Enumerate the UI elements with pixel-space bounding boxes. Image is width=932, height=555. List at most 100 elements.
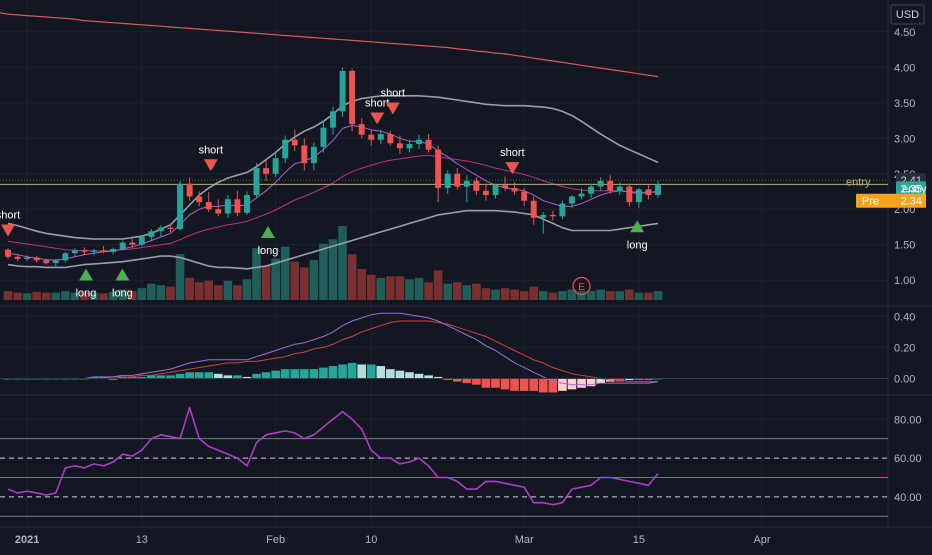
price-tag-box: [896, 181, 926, 196]
candle-body[interactable]: [129, 242, 136, 245]
macd-histogram-bar: [290, 369, 300, 379]
candle-body[interactable]: [339, 70, 346, 112]
candle-body[interactable]: [5, 249, 11, 257]
candle-body[interactable]: [224, 199, 231, 214]
macd-histogram-bar: [625, 378, 634, 381]
candle-body[interactable]: [205, 202, 212, 210]
candle-body[interactable]: [167, 227, 174, 230]
candle-body[interactable]: [607, 180, 614, 191]
candle-body[interactable]: [52, 260, 59, 264]
candle-body[interactable]: [540, 214, 547, 218]
rsi-axis-tick-label: 60.00: [894, 453, 922, 465]
candle-body[interactable]: [272, 158, 279, 174]
candle-body[interactable]: [511, 187, 518, 192]
candle-body[interactable]: [301, 145, 308, 164]
candle-body[interactable]: [43, 260, 50, 264]
bollinger-lower-line: [7, 209, 659, 270]
candle-body[interactable]: [291, 139, 298, 146]
candle-body[interactable]: [377, 134, 384, 140]
candle-body[interactable]: [521, 191, 528, 201]
candle-body[interactable]: [406, 143, 413, 149]
candle-body[interactable]: [310, 146, 317, 164]
long-signal-arrow: [630, 220, 645, 233]
volume-bar: [80, 291, 89, 300]
candle-body[interactable]: [177, 183, 184, 230]
candle-body[interactable]: [425, 139, 432, 150]
candle-body[interactable]: [81, 250, 88, 252]
candle-body[interactable]: [157, 227, 164, 232]
long-signal-arrow: [261, 225, 275, 238]
macd-histogram-bar: [204, 372, 214, 379]
short-signal-arrow: [505, 162, 520, 175]
volume-bar: [472, 283, 481, 300]
short-signal-label: short: [381, 88, 405, 100]
candle-body[interactable]: [215, 209, 222, 214]
candle-body[interactable]: [655, 184, 661, 196]
candle-body[interactable]: [186, 183, 193, 197]
candle-body[interactable]: [416, 139, 422, 144]
candle-body[interactable]: [320, 127, 327, 147]
candle-body[interactable]: [196, 196, 203, 203]
time-axis-label: 2021: [15, 534, 39, 546]
candle-body[interactable]: [138, 236, 145, 245]
candle-body[interactable]: [597, 180, 604, 187]
candle-body[interactable]: [282, 139, 289, 159]
candle-body[interactable]: [100, 250, 107, 252]
currency-button[interactable]: [890, 4, 925, 25]
candle-body[interactable]: [626, 186, 633, 203]
candle-body[interactable]: [119, 242, 126, 249]
candle-body[interactable]: [492, 185, 499, 196]
candle-body[interactable]: [387, 134, 394, 144]
macd-histogram-bar: [127, 376, 137, 379]
candle-body[interactable]: [349, 70, 356, 125]
candle-body[interactable]: [502, 185, 509, 188]
candle-body[interactable]: [482, 190, 489, 196]
candle-body[interactable]: [435, 149, 442, 188]
candle-body[interactable]: [569, 196, 575, 204]
candle-body[interactable]: [645, 189, 652, 196]
candle-body[interactable]: [62, 253, 69, 261]
volume-bar: [376, 277, 386, 300]
volume-bar: [577, 291, 586, 300]
earnings-marker[interactable]: [572, 276, 591, 296]
macd-histogram-bar: [519, 378, 529, 391]
candle-body[interactable]: [148, 231, 155, 237]
macd-histogram-bar: [194, 372, 204, 379]
candle-body[interactable]: [330, 111, 336, 128]
candle-body[interactable]: [473, 180, 480, 191]
macd-histogram-bar: [405, 372, 414, 379]
candle-body[interactable]: [530, 200, 537, 218]
candle-body[interactable]: [14, 256, 21, 259]
candle-body[interactable]: [24, 257, 31, 259]
candle-body[interactable]: [616, 186, 623, 191]
candle-body[interactable]: [454, 173, 461, 187]
long-signal-label: long: [258, 245, 279, 257]
candle-body[interactable]: [234, 199, 241, 213]
candle-body[interactable]: [263, 168, 270, 174]
candle-body[interactable]: [588, 186, 595, 194]
candle-body[interactable]: [110, 248, 117, 252]
candle-body[interactable]: [549, 214, 556, 217]
candle-body[interactable]: [444, 173, 451, 188]
candle-body[interactable]: [253, 168, 260, 196]
candle-body[interactable]: [463, 180, 470, 187]
price-axis-tick-label: 3.00: [894, 133, 915, 145]
macd-histogram-bar: [137, 376, 147, 379]
candle-body[interactable]: [91, 250, 97, 252]
candle-body[interactable]: [358, 124, 365, 135]
candle-body[interactable]: [578, 193, 585, 197]
candle-body[interactable]: [244, 195, 250, 213]
candle-body[interactable]: [368, 134, 375, 140]
macd-line: [8, 312, 659, 386]
long-signal-label: long: [112, 288, 133, 300]
time-axis-label: Apr: [753, 534, 770, 546]
candle-body[interactable]: [33, 257, 40, 261]
candle-body[interactable]: [635, 189, 642, 203]
candle-body[interactable]: [396, 143, 403, 149]
candle-body[interactable]: [71, 250, 78, 254]
volume-bar: [41, 292, 51, 300]
macd-histogram-bar: [481, 378, 491, 388]
candle-body[interactable]: [559, 203, 566, 217]
